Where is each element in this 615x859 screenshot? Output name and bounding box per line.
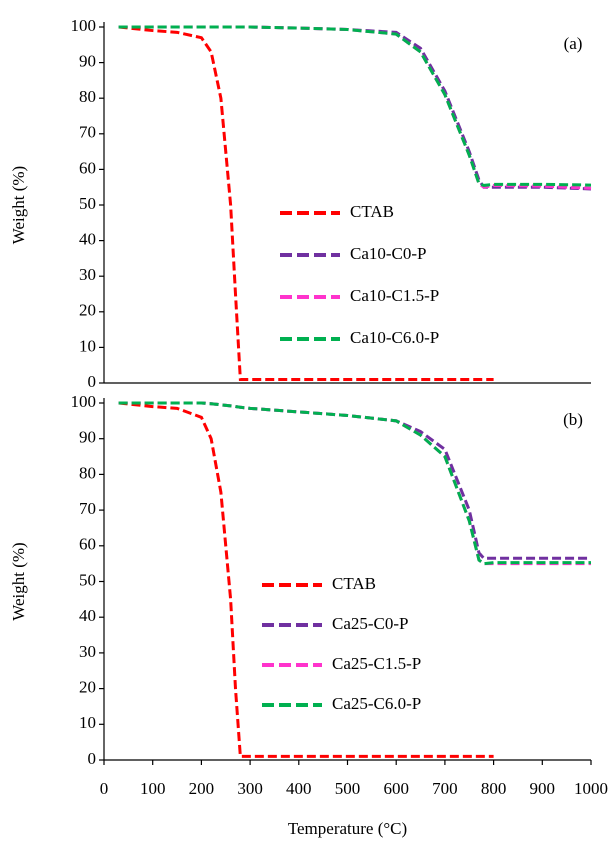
series-line — [118, 401, 591, 560]
legend-label: Ca25-C6.0-P — [332, 694, 421, 713]
y-tick-label: 30 — [79, 265, 96, 284]
panel-label: (b) — [563, 410, 583, 429]
y-tick-label: 10 — [79, 336, 96, 355]
series-line — [118, 25, 494, 381]
y-tick-label: 60 — [79, 535, 96, 554]
y-tick-label: 20 — [79, 678, 96, 697]
y-tick-label: 50 — [79, 194, 96, 213]
y-tick-label: 10 — [79, 713, 96, 732]
y-tick-label: 30 — [79, 642, 96, 661]
y-tick-label: 90 — [79, 52, 96, 71]
y-tick-label: 0 — [88, 372, 97, 391]
x-tick-label: 800 — [481, 779, 507, 798]
x-tick-label: 400 — [286, 779, 312, 798]
y-axis-label: Weight (%) — [9, 166, 28, 244]
x-axis-label: Temperature (°C) — [288, 819, 407, 838]
y-axis-label: Weight (%) — [9, 542, 28, 620]
y-tick-label: 40 — [79, 230, 96, 249]
legend-label: Ca25-C1.5-P — [332, 654, 421, 673]
series-line — [118, 401, 591, 566]
x-tick-label: 700 — [432, 779, 458, 798]
x-tick-label: 900 — [530, 779, 556, 798]
series-line — [118, 25, 592, 187]
y-tick-label: 70 — [79, 499, 96, 518]
y-tick-label: 60 — [79, 158, 96, 177]
legend-label: Ca10-C1.5-P — [350, 286, 439, 305]
panel-label: (a) — [564, 34, 583, 53]
series-line — [118, 401, 591, 566]
series-line — [118, 25, 592, 191]
x-tick-label: 1000 — [574, 779, 608, 798]
x-tick-label: 500 — [335, 779, 361, 798]
x-tick-label: 600 — [383, 779, 409, 798]
x-tick-label: 0 — [100, 779, 109, 798]
y-tick-label: 100 — [71, 392, 97, 411]
y-tick-label: 70 — [79, 123, 96, 142]
series-line — [118, 25, 592, 190]
legend-label: Ca25-C0-P — [332, 614, 409, 633]
series-line — [118, 401, 494, 758]
y-tick-label: 40 — [79, 606, 96, 625]
legend-label: Ca10-C0-P — [350, 244, 427, 263]
y-tick-label: 50 — [79, 570, 96, 589]
legend-label: Ca10-C6.0-P — [350, 328, 439, 347]
legend-label: CTAB — [350, 202, 394, 221]
y-tick-label: 100 — [71, 16, 97, 35]
y-tick-label: 20 — [79, 301, 96, 320]
y-tick-label: 0 — [88, 749, 97, 768]
y-tick-label: 90 — [79, 428, 96, 447]
x-tick-label: 300 — [237, 779, 263, 798]
x-tick-label: 100 — [140, 779, 166, 798]
x-tick-label: 200 — [189, 779, 215, 798]
legend-label: CTAB — [332, 574, 376, 593]
y-tick-label: 80 — [79, 87, 96, 106]
y-tick-label: 80 — [79, 463, 96, 482]
